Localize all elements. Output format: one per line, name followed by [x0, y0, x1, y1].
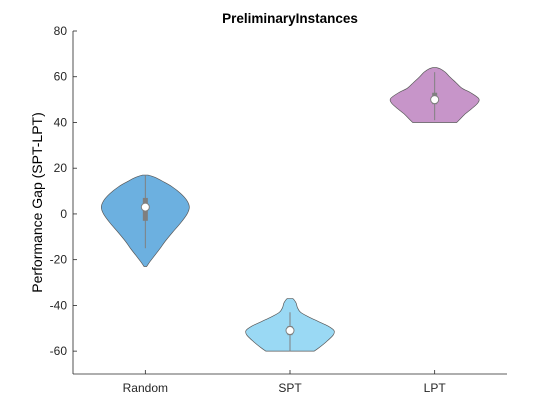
x-tick-label: LPT	[424, 381, 447, 395]
x-tick-label: Random	[123, 381, 168, 395]
axes-group: -60 -40 -20 0 20 40 60 80 Random SPT LPT	[50, 24, 507, 395]
median-marker-lpt	[430, 95, 440, 105]
x-tick-label: SPT	[278, 381, 302, 395]
median-marker-spt	[285, 326, 295, 336]
median-marker-random	[140, 202, 150, 212]
y-tick-label: 20	[54, 161, 68, 175]
y-axis-label: Performance Gap (SPT-LPT)	[29, 112, 45, 293]
violins-group	[100, 67, 480, 352]
y-tick-label: 40	[54, 115, 68, 129]
y-tick-label: -40	[50, 298, 68, 312]
y-tick-label: -20	[50, 253, 68, 267]
y-tick-label: 60	[54, 70, 68, 84]
y-tick-label: -60	[50, 344, 68, 358]
chart-title: PreliminaryInstances	[222, 11, 358, 26]
y-tick-label: 80	[54, 24, 68, 38]
y-tick-label: 0	[60, 207, 67, 221]
